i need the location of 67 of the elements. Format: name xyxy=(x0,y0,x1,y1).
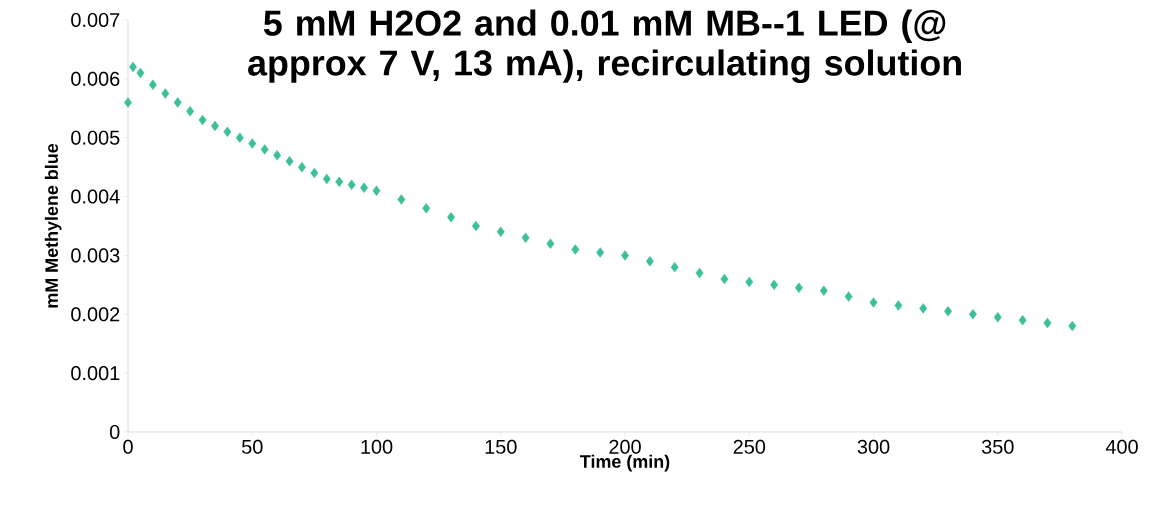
y-tick-label: 0.006 xyxy=(71,71,120,86)
x-tick-label: 250 xyxy=(733,439,766,454)
point xyxy=(968,309,977,320)
point xyxy=(844,291,853,302)
y-tick-label: 0.002 xyxy=(71,307,120,322)
point xyxy=(372,185,381,196)
x-axis-title: Time (min) xyxy=(580,454,670,472)
point xyxy=(1018,314,1027,326)
point xyxy=(819,285,828,296)
point xyxy=(198,114,207,126)
point xyxy=(1068,320,1077,332)
point xyxy=(944,306,953,317)
point xyxy=(645,256,654,267)
y-tick-label: 0.003 xyxy=(71,248,120,263)
point xyxy=(260,144,269,155)
chart-title: 5 mM H2O2 and 0.01 mM MB--1 LED (@ approx 7 V, 13 mA), recirculating solution xyxy=(248,9,961,83)
point xyxy=(223,126,232,138)
y-tick-label: 0.005 xyxy=(71,130,120,145)
y-tick-label: 0.001 xyxy=(71,366,120,381)
point xyxy=(173,97,182,108)
y-tick-label: 0.004 xyxy=(71,189,120,204)
point xyxy=(695,267,704,279)
x-tick-label: 0 xyxy=(123,439,133,454)
point xyxy=(235,132,244,143)
x-tick-label: 400 xyxy=(1105,439,1138,454)
point xyxy=(571,244,580,255)
point xyxy=(471,220,480,232)
point xyxy=(621,250,629,261)
y-tick-label: 0 xyxy=(109,424,120,440)
x-tick-label: 150 xyxy=(485,439,517,454)
point xyxy=(335,176,344,188)
point xyxy=(521,232,530,243)
x-tick-label: 300 xyxy=(857,439,890,454)
point xyxy=(670,261,679,273)
point xyxy=(136,67,145,79)
point xyxy=(496,226,505,238)
point xyxy=(347,179,356,190)
x-tick-label: 200 xyxy=(609,439,641,454)
point xyxy=(322,173,331,185)
point xyxy=(273,150,282,161)
x-tick-label: 100 xyxy=(361,439,393,454)
point xyxy=(1043,317,1052,329)
point xyxy=(919,303,928,314)
point xyxy=(894,300,903,311)
x-tick-label: 50 xyxy=(241,439,263,454)
point xyxy=(285,156,294,167)
point xyxy=(148,79,157,90)
point xyxy=(186,106,195,117)
point xyxy=(869,297,878,308)
point xyxy=(795,282,803,293)
y-axis-title: mM Methylene blue xyxy=(44,143,62,308)
point xyxy=(310,167,319,179)
point xyxy=(447,211,456,223)
point xyxy=(161,88,170,99)
point xyxy=(770,279,779,291)
point xyxy=(720,273,729,285)
point xyxy=(596,247,605,258)
point xyxy=(360,182,369,193)
point xyxy=(546,238,555,249)
point xyxy=(397,194,406,205)
point xyxy=(248,138,257,149)
x-tick-label: 350 xyxy=(981,439,1014,454)
point xyxy=(993,312,1002,323)
y-tick-label: 0.007 xyxy=(71,12,120,28)
point xyxy=(422,203,431,214)
point xyxy=(124,97,132,108)
point xyxy=(745,276,754,288)
